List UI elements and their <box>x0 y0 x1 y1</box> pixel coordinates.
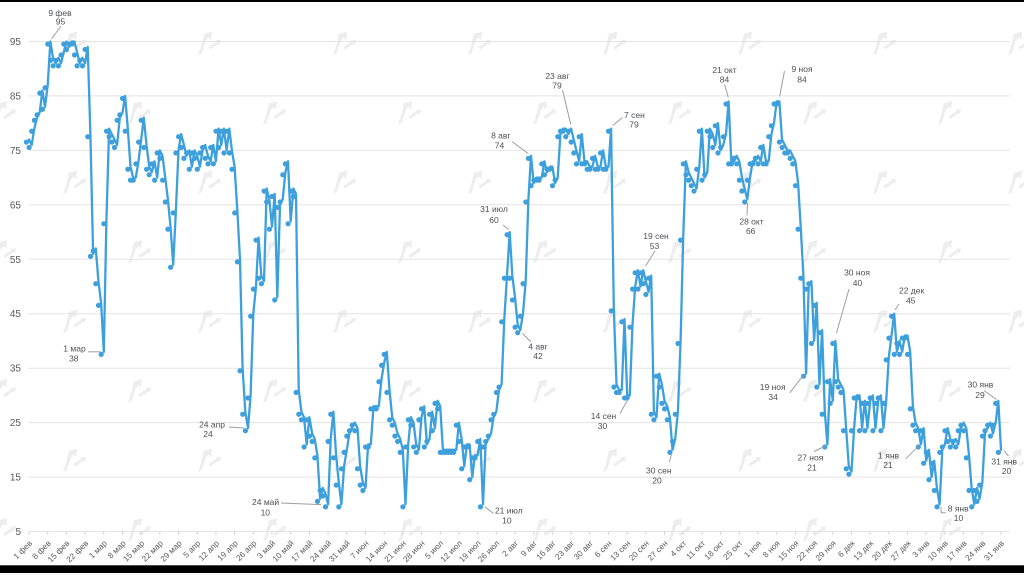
svg-text:8 авг: 8 авг <box>491 130 510 140</box>
svg-text:9 ноя: 9 ноя <box>791 64 813 74</box>
svg-text:38: 38 <box>69 353 79 363</box>
svg-text:5: 5 <box>15 527 21 538</box>
svg-text:95: 95 <box>56 17 66 27</box>
svg-text:15: 15 <box>10 473 22 484</box>
svg-text:75: 75 <box>10 146 22 157</box>
svg-text:45: 45 <box>906 295 916 305</box>
svg-text:40: 40 <box>853 278 863 288</box>
svg-text:79: 79 <box>552 80 562 90</box>
svg-text:10: 10 <box>261 508 271 518</box>
svg-text:84: 84 <box>797 75 807 85</box>
svg-text:1 янв: 1 янв <box>878 450 899 460</box>
svg-text:21: 21 <box>883 460 893 470</box>
svg-text:27 ноя: 27 ноя <box>797 452 823 462</box>
svg-text:4 авг: 4 авг <box>528 342 547 352</box>
svg-text:30 сен: 30 сен <box>646 466 672 476</box>
svg-text:35: 35 <box>10 364 22 375</box>
svg-text:21: 21 <box>807 462 817 472</box>
svg-text:19 сен: 19 сен <box>643 231 669 241</box>
svg-text:22 дек: 22 дек <box>899 285 925 295</box>
svg-text:31 июл: 31 июл <box>480 204 508 214</box>
svg-text:19 ноя: 19 ноя <box>760 382 786 392</box>
svg-text:31 янв: 31 янв <box>991 457 1017 467</box>
svg-text:7 сен: 7 сен <box>624 110 645 120</box>
svg-text:30 янв: 30 янв <box>968 380 994 390</box>
svg-text:95: 95 <box>10 37 22 48</box>
svg-text:55: 55 <box>10 255 22 266</box>
svg-text:1 мар: 1 мар <box>63 344 86 354</box>
svg-text:10: 10 <box>954 513 964 523</box>
svg-text:14 сен: 14 сен <box>591 411 617 421</box>
svg-text:74: 74 <box>495 140 505 150</box>
svg-text:20: 20 <box>652 476 662 486</box>
svg-text:21 июл: 21 июл <box>495 506 523 516</box>
svg-text:9 фев: 9 фев <box>48 8 72 18</box>
svg-text:8 янв: 8 янв <box>948 504 969 514</box>
svg-text:34: 34 <box>768 392 778 402</box>
svg-text:24 май: 24 май <box>252 497 279 507</box>
svg-text:65: 65 <box>10 200 22 211</box>
svg-text:66: 66 <box>746 226 756 236</box>
svg-text:84: 84 <box>720 74 730 84</box>
svg-text:30: 30 <box>598 421 608 431</box>
svg-text:60: 60 <box>489 215 499 225</box>
svg-text:42: 42 <box>533 351 543 361</box>
svg-text:79: 79 <box>629 119 639 129</box>
svg-text:29: 29 <box>975 390 985 400</box>
svg-text:53: 53 <box>650 241 660 251</box>
svg-text:23 авг: 23 авг <box>545 71 569 81</box>
svg-text:24: 24 <box>203 429 213 439</box>
svg-text:85: 85 <box>10 91 22 102</box>
svg-text:24 апр: 24 апр <box>199 420 225 430</box>
svg-text:25: 25 <box>10 418 22 429</box>
svg-text:28 окт: 28 окт <box>739 217 763 227</box>
svg-text:21 окт: 21 окт <box>712 65 736 75</box>
svg-text:30 ноя: 30 ноя <box>844 268 870 278</box>
svg-text:20: 20 <box>1002 466 1012 476</box>
svg-text:10: 10 <box>502 516 512 526</box>
svg-text:45: 45 <box>10 309 22 320</box>
